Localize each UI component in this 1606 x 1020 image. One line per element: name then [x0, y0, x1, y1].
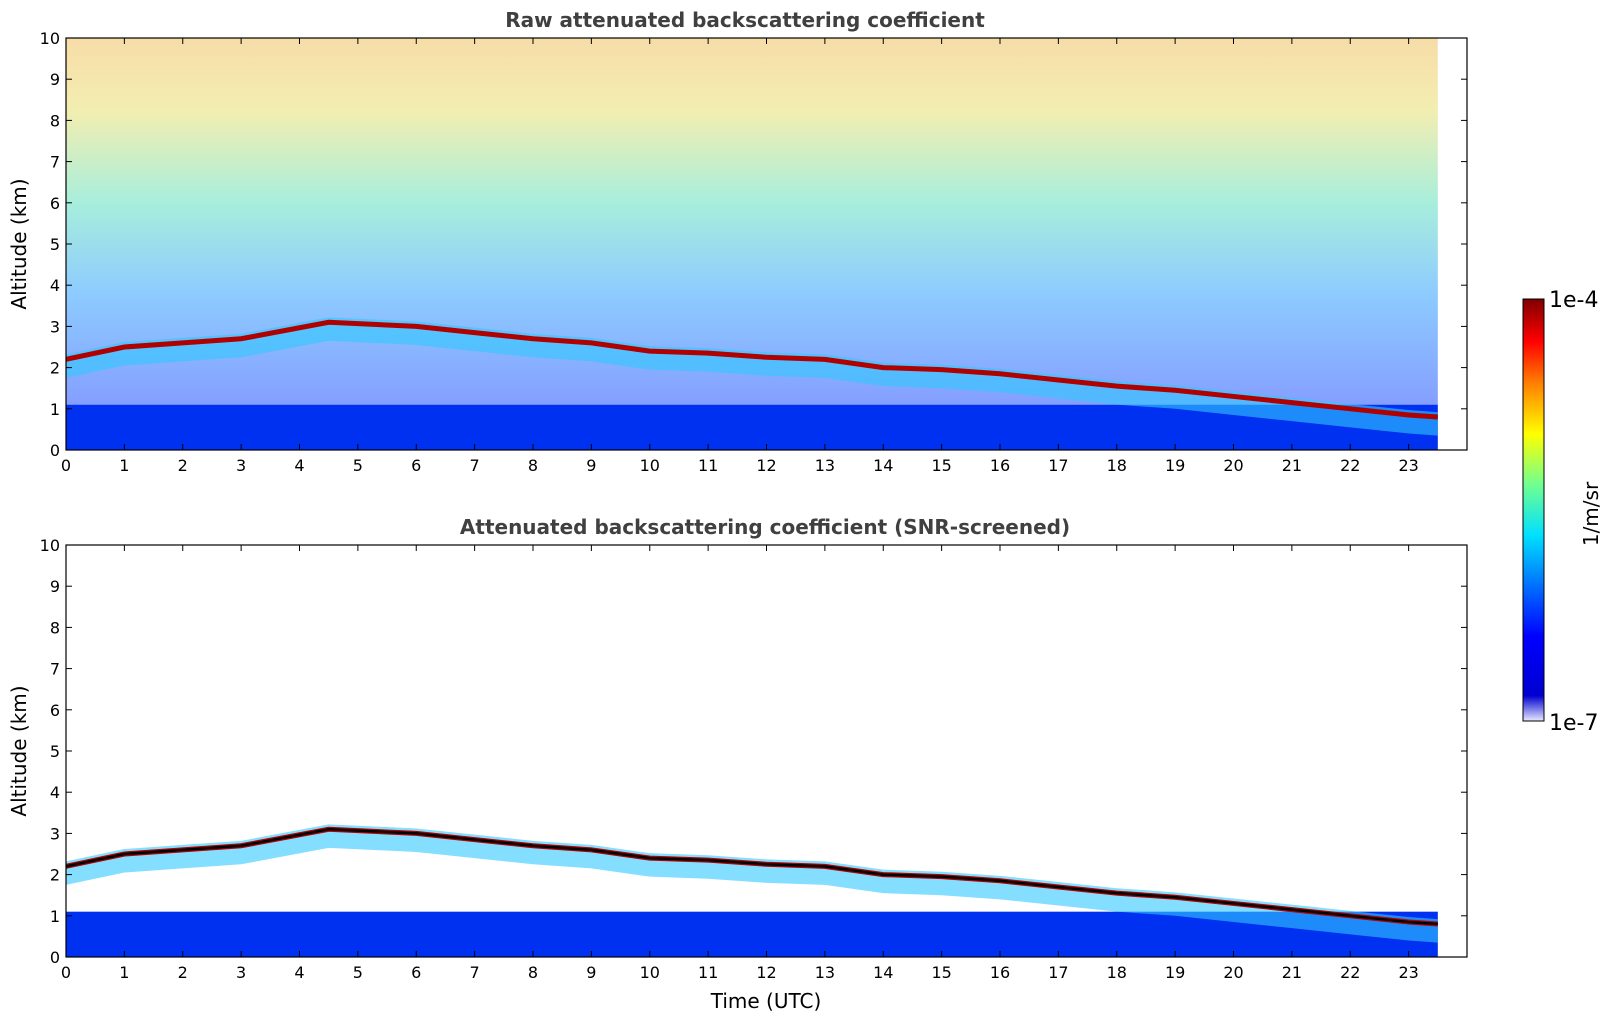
- x-tick-label: 22: [1340, 456, 1360, 475]
- y-tick-label: 0: [50, 441, 60, 460]
- y-tick-label: 0: [50, 948, 60, 967]
- x-axis-label: Time (UTC): [710, 989, 822, 1013]
- x-tick-label: 4: [294, 456, 304, 475]
- colorbar: 1e-4 1e-7 1/m/sr: [1522, 288, 1603, 736]
- x-tick-label: 20: [1223, 963, 1243, 982]
- y-tick-label: 9: [50, 70, 60, 89]
- y-tick-label: 1: [50, 400, 60, 419]
- axis-ticks: 0 1 2 3 4 5 6 7 8 9 10 11 12 13 14 15 16 17 18 19 20 21 22 2301…: [40, 536, 1467, 982]
- x-tick-label: 6: [411, 963, 421, 982]
- y-tick-label: 3: [50, 824, 60, 843]
- y-tick-label: 7: [50, 660, 60, 679]
- x-tick-label: 1: [119, 963, 129, 982]
- y-tick-label: 10: [40, 29, 60, 48]
- x-tick-label: 0: [61, 456, 71, 475]
- y-tick-label: 10: [40, 536, 60, 555]
- x-tick-label: 13: [815, 456, 835, 475]
- x-tick-label: 19: [1165, 456, 1185, 475]
- y-tick-label: 1: [50, 907, 60, 926]
- x-tick-label: 18: [1107, 456, 1127, 475]
- x-tick-label: 10: [640, 963, 660, 982]
- y-tick-label: 6: [50, 194, 60, 213]
- x-tick-label: 2: [178, 963, 188, 982]
- x-tick-label: 21: [1282, 963, 1302, 982]
- x-tick-label: 23: [1398, 963, 1418, 982]
- x-tick-label: 21: [1282, 456, 1302, 475]
- x-tick-label: 8: [528, 963, 538, 982]
- x-tick-label: 14: [873, 456, 893, 475]
- y-tick-label: 8: [50, 111, 60, 130]
- x-tick-label: 23: [1398, 456, 1418, 475]
- y-tick-label: 3: [50, 317, 60, 336]
- x-tick-label: 17: [1048, 963, 1068, 982]
- x-tick-label: 10: [640, 456, 660, 475]
- x-tick-label: 22: [1340, 963, 1360, 982]
- x-tick-label: 18: [1107, 963, 1127, 982]
- panel-snr-screened: Attenuated backscattering coefficient (S…: [7, 515, 1468, 1013]
- x-tick-label: 16: [990, 963, 1010, 982]
- cloud-core-line: [65, 828, 1438, 926]
- heatmap-area: [65, 38, 1438, 450]
- x-tick-label: 1: [119, 456, 129, 475]
- x-tick-label: 3: [236, 963, 246, 982]
- x-tick-label: 15: [931, 963, 951, 982]
- x-tick-label: 9: [586, 456, 596, 475]
- x-tick-label: 3: [236, 456, 246, 475]
- x-tick-label: 16: [990, 456, 1010, 475]
- y-tick-label: 4: [50, 276, 60, 295]
- x-tick-label: 8: [528, 456, 538, 475]
- heatmap-area: [65, 824, 1438, 957]
- colorbar-unit-label: 1/m/sr: [1579, 481, 1603, 546]
- colorbar-max-label: 1e-4: [1549, 288, 1598, 313]
- x-tick-label: 5: [353, 456, 363, 475]
- panel-title: Raw attenuated backscattering coefficien…: [505, 8, 985, 32]
- x-tick-label: 15: [931, 456, 951, 475]
- panel-title: Attenuated backscattering coefficient (S…: [460, 515, 1070, 539]
- x-tick-label: 13: [815, 963, 835, 982]
- x-tick-label: 11: [698, 963, 718, 982]
- x-tick-label: 19: [1165, 963, 1185, 982]
- cloud-base-line: [65, 319, 1438, 420]
- x-tick-label: 7: [470, 963, 480, 982]
- x-tick-label: 7: [470, 456, 480, 475]
- x-tick-label: 9: [586, 963, 596, 982]
- plot-frame: [65, 544, 1468, 958]
- y-axis-label: Altitude (km): [7, 685, 31, 816]
- x-tick-label: 11: [698, 456, 718, 475]
- y-tick-label: 5: [50, 742, 60, 761]
- x-tick-label: 0: [61, 963, 71, 982]
- axis-ticks: 0 1 2 3 4 5 6 7 8 9 10 11 12 13 14 15 16 17 18 19 20 21 22 2301…: [40, 29, 1467, 475]
- colorbar-min-label: 1e-7: [1549, 711, 1598, 736]
- x-tick-label: 4: [294, 963, 304, 982]
- y-tick-label: 7: [50, 153, 60, 172]
- y-tick-label: 4: [50, 783, 60, 802]
- y-tick-label: 2: [50, 866, 60, 885]
- x-tick-label: 6: [411, 456, 421, 475]
- x-tick-label: 17: [1048, 456, 1068, 475]
- x-tick-label: 12: [756, 456, 776, 475]
- y-tick-label: 9: [50, 577, 60, 596]
- y-tick-label: 8: [50, 618, 60, 637]
- x-tick-label: 14: [873, 963, 893, 982]
- x-tick-label: 2: [178, 456, 188, 475]
- x-tick-label: 12: [756, 963, 776, 982]
- x-tick-label: 20: [1223, 456, 1243, 475]
- y-tick-label: 5: [50, 235, 60, 254]
- y-tick-label: 2: [50, 359, 60, 378]
- x-tick-label: 5: [353, 963, 363, 982]
- y-axis-label: Altitude (km): [7, 178, 31, 309]
- colorbar-gradient: [1522, 298, 1545, 722]
- y-tick-label: 6: [50, 701, 60, 720]
- panel-raw: Raw attenuated backscattering coefficien…: [7, 8, 1468, 475]
